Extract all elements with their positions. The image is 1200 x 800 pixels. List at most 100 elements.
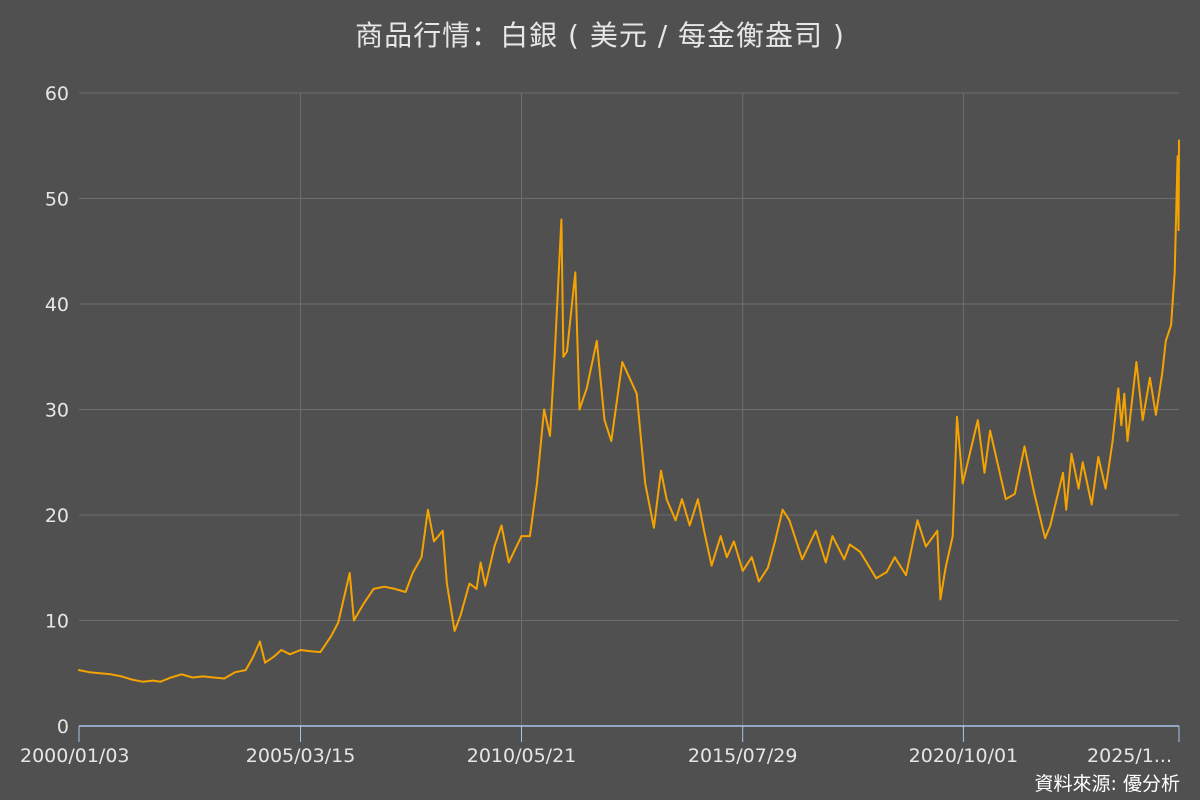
data-point xyxy=(688,524,691,527)
chart-title: 商品行情：白銀 ( 美元 / 每金衡盎司 ) xyxy=(355,19,845,52)
data-point xyxy=(152,679,155,682)
data-point xyxy=(394,588,396,590)
data-point xyxy=(159,680,162,683)
data-point xyxy=(1081,461,1084,464)
data-point xyxy=(1170,324,1172,326)
data-point xyxy=(951,535,954,537)
data-point xyxy=(484,584,487,587)
data-point xyxy=(1123,392,1126,395)
data-point xyxy=(1090,503,1093,506)
data-point xyxy=(788,519,791,522)
data-point xyxy=(446,582,448,585)
data-point xyxy=(141,680,144,683)
data-point xyxy=(319,651,322,653)
data-point xyxy=(628,377,631,379)
data-point xyxy=(1149,377,1151,379)
data-point xyxy=(1117,387,1120,390)
data-point xyxy=(596,340,598,342)
data-point xyxy=(120,675,123,678)
data-point xyxy=(131,678,133,681)
x-tick-label: 2015/07/29 xyxy=(688,745,798,767)
data-point xyxy=(191,676,194,679)
data-point xyxy=(1177,229,1180,231)
data-point xyxy=(1165,340,1167,342)
data-point xyxy=(543,408,545,411)
data-point xyxy=(500,524,503,527)
data-point xyxy=(562,356,565,358)
data-point xyxy=(660,469,662,472)
data-point xyxy=(697,498,699,501)
data-point xyxy=(529,535,531,537)
y-tick-label: 50 xyxy=(45,189,69,211)
data-point xyxy=(520,535,523,537)
data-point xyxy=(420,556,423,558)
data-point xyxy=(180,673,183,676)
data-point xyxy=(681,498,683,501)
data-point xyxy=(859,551,861,553)
data-point xyxy=(585,387,588,390)
grid-layer xyxy=(79,92,1179,726)
data-point xyxy=(1014,493,1016,495)
data-point xyxy=(404,591,407,593)
data-point xyxy=(956,416,958,418)
y-tick-label: 60 xyxy=(45,83,69,105)
data-point xyxy=(99,672,101,675)
data-point xyxy=(493,545,496,548)
data-point xyxy=(944,567,947,569)
data-point xyxy=(88,671,91,673)
y-tick-label: 10 xyxy=(45,611,69,633)
data-point xyxy=(427,508,429,511)
y-tick-label: 40 xyxy=(45,294,69,316)
data-point xyxy=(1176,155,1179,158)
data-point xyxy=(553,356,556,358)
data-point xyxy=(453,630,456,632)
data-point xyxy=(925,545,927,548)
data-point xyxy=(741,570,744,572)
series-line xyxy=(78,139,1180,683)
data-point xyxy=(610,440,613,442)
data-point xyxy=(726,556,728,558)
data-point xyxy=(479,561,482,564)
data-point xyxy=(1044,537,1046,539)
series-layer xyxy=(78,139,1180,683)
data-point xyxy=(644,482,646,485)
data-point xyxy=(383,585,385,588)
data-point xyxy=(259,640,261,643)
data-point xyxy=(1065,508,1067,511)
data-point xyxy=(560,218,563,221)
data-point xyxy=(280,649,283,651)
data-point xyxy=(330,635,332,638)
x-tick-label: 2020/10/01 xyxy=(909,745,1019,767)
data-point xyxy=(264,661,266,664)
data-point xyxy=(459,614,462,616)
data-point xyxy=(758,580,760,583)
data-point xyxy=(703,530,705,532)
data-point xyxy=(1062,472,1064,474)
data-point xyxy=(653,526,655,529)
data-point xyxy=(1070,453,1073,455)
y-tick-label: 30 xyxy=(45,400,69,422)
data-point xyxy=(362,603,364,606)
data-point xyxy=(289,653,291,656)
data-point xyxy=(1173,271,1176,274)
data-point xyxy=(1111,440,1114,442)
data-point xyxy=(674,519,677,522)
data-point xyxy=(719,535,722,537)
data-point xyxy=(1161,371,1164,374)
data-point xyxy=(337,621,340,624)
data-point xyxy=(843,558,845,561)
data-point xyxy=(1104,487,1107,490)
data-point xyxy=(886,571,888,573)
data-point xyxy=(353,619,355,622)
data-point xyxy=(1178,139,1180,142)
data-point xyxy=(781,508,784,511)
data-point xyxy=(1135,361,1138,363)
data-point xyxy=(372,588,375,590)
data-point xyxy=(905,574,907,576)
data-point xyxy=(578,408,581,411)
data-point xyxy=(1120,424,1123,427)
data-point xyxy=(939,598,942,601)
data-point xyxy=(733,540,735,543)
data-point xyxy=(825,561,827,564)
